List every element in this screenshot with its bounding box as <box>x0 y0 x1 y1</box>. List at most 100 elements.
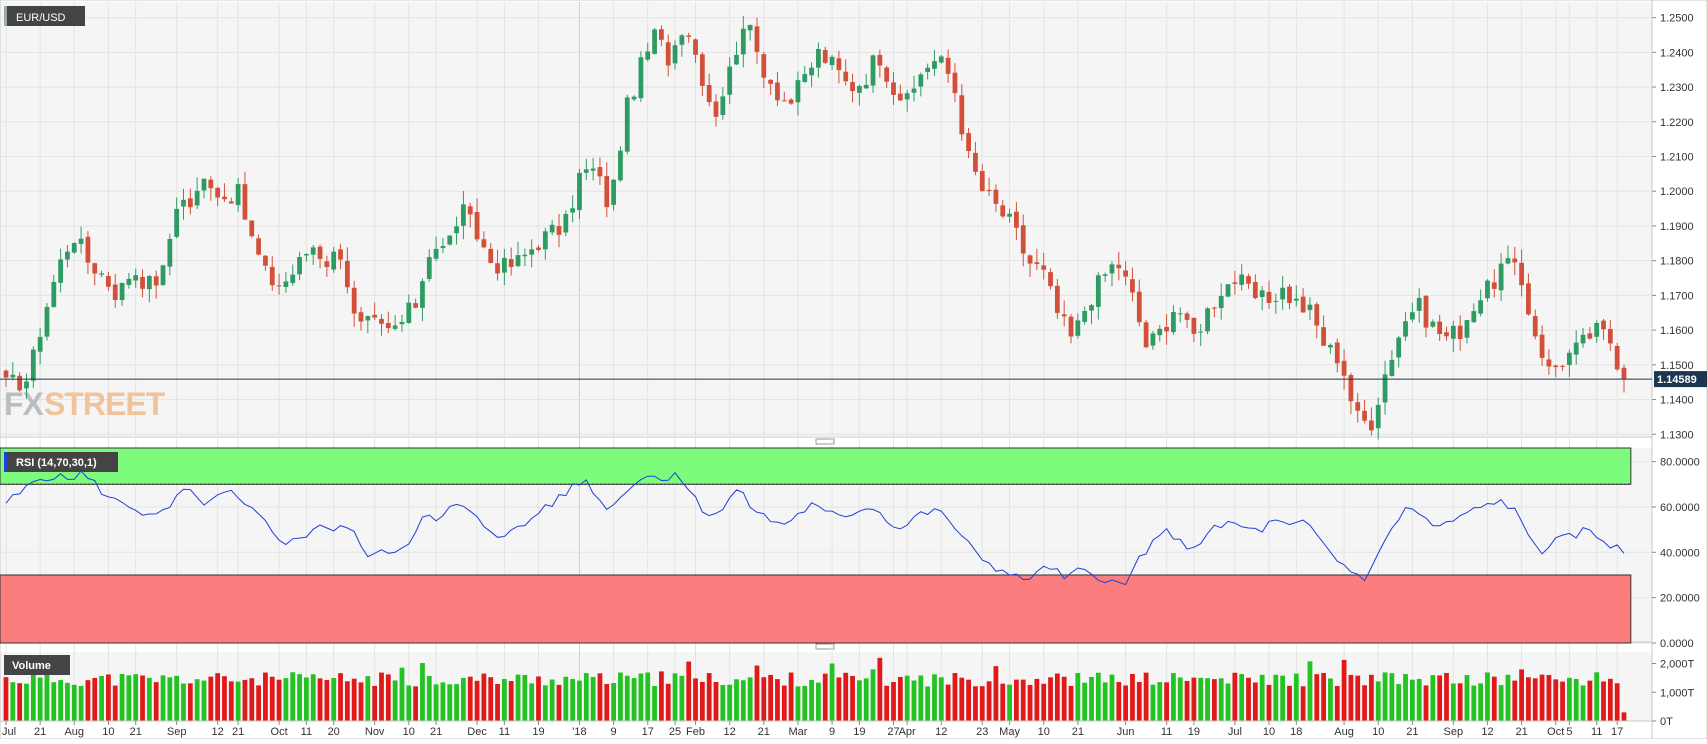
candle-down <box>1061 314 1067 317</box>
volume-bar <box>242 679 248 721</box>
volume-bar <box>1014 679 1019 721</box>
candle-down <box>112 284 118 300</box>
candle-up <box>911 88 917 93</box>
candle-up <box>1089 305 1094 311</box>
volume-bar <box>563 676 569 721</box>
volume-bar <box>1553 679 1559 721</box>
volume-bar <box>604 683 610 721</box>
volume-bar <box>92 677 98 721</box>
candle-down <box>1560 365 1565 367</box>
volume-bar <box>802 685 808 721</box>
candle-up <box>1157 328 1163 336</box>
price-tick-label: 1.1500 <box>1660 360 1694 372</box>
candle-down <box>106 275 111 287</box>
candle-up <box>10 374 16 378</box>
candle-down <box>263 255 268 266</box>
candle-up <box>529 249 535 255</box>
candle-up <box>1075 320 1081 336</box>
volume-tick-label: 2,000T <box>1660 659 1695 671</box>
volume-bar <box>1205 678 1210 721</box>
volume-bar <box>167 677 173 721</box>
volume-bar <box>1526 677 1531 721</box>
candle-up <box>406 302 412 324</box>
x-tick-label: Aug <box>64 726 84 738</box>
volume-bar <box>1389 673 1395 721</box>
volume-bar <box>720 685 726 721</box>
candle-up <box>925 67 931 72</box>
candle-down <box>699 54 705 86</box>
candle-up <box>447 235 453 245</box>
volume-bar <box>30 674 36 721</box>
candle-up <box>174 208 180 237</box>
volume-bar <box>870 669 876 721</box>
volume-bar <box>1068 685 1074 721</box>
volume-bar <box>215 673 221 721</box>
candle-up <box>1389 359 1395 376</box>
x-tick-label: 10 <box>1038 726 1050 738</box>
candle-down <box>1512 258 1518 263</box>
candle-down <box>1027 255 1033 264</box>
volume-bar <box>918 675 924 721</box>
x-tick-label: Oct <box>1547 726 1564 738</box>
candle-down <box>1143 322 1149 348</box>
volume-bar <box>1130 673 1135 721</box>
volume-bar <box>529 683 535 721</box>
volume-bar <box>747 677 753 721</box>
volume-bar <box>850 675 855 721</box>
volume-bar <box>433 684 439 721</box>
volume-tag-bg <box>4 655 70 675</box>
rsi-oversold-band <box>0 574 1632 644</box>
volume-bar <box>126 675 132 721</box>
candle-down <box>973 152 978 172</box>
candle-down <box>1457 325 1463 340</box>
volume-bar <box>1095 672 1101 721</box>
volume-bar <box>1136 682 1142 721</box>
x-tick-label: Feb <box>686 726 705 738</box>
volume-bar <box>911 680 917 721</box>
candle-up <box>399 321 405 325</box>
x-tick-label: 19 <box>1188 726 1200 738</box>
volume-bar <box>1020 679 1026 721</box>
volume-bar <box>986 681 992 721</box>
volume-bar <box>99 675 104 721</box>
candle-up <box>932 61 937 69</box>
volume-bar <box>754 665 760 721</box>
candle-down <box>358 312 364 322</box>
volume-bar <box>235 681 241 721</box>
x-tick-label: 21 <box>758 726 770 738</box>
volume-bar <box>734 679 739 721</box>
candle-down <box>1334 342 1340 364</box>
volume-bar <box>1280 675 1286 721</box>
volume-bar <box>1430 675 1436 721</box>
x-tick-label: 21 <box>1072 726 1084 738</box>
volume-bar <box>1607 678 1613 721</box>
volume-bar <box>829 663 835 721</box>
volume-bar <box>556 684 562 721</box>
volume-bar <box>775 679 780 721</box>
x-tick-label: Aug <box>1334 726 1354 738</box>
candle-up <box>1382 374 1388 403</box>
candle-up <box>870 55 876 86</box>
candle-up <box>365 316 371 321</box>
rsi-tick-label: 0.0000 <box>1660 638 1694 650</box>
candle-up <box>727 66 733 95</box>
volume-bar <box>1061 676 1067 721</box>
volume-bar <box>160 675 166 721</box>
volume-bar <box>1075 673 1081 721</box>
volume-bar <box>945 684 951 721</box>
x-tick-label: 5 <box>1566 726 1572 738</box>
candle-down <box>597 167 603 177</box>
candle-up <box>563 213 569 233</box>
candle-up <box>1430 321 1436 327</box>
candle-up <box>1505 258 1511 264</box>
candle-down <box>952 72 958 94</box>
candle-up <box>440 246 446 249</box>
candle-up <box>645 51 651 60</box>
rsi-tick-label: 40.0000 <box>1660 547 1700 559</box>
volume-bar <box>727 684 733 721</box>
volume-bar <box>1273 674 1279 721</box>
x-tick-label: 11 <box>1591 726 1602 738</box>
symbol-tag-marker <box>4 6 7 26</box>
candle-up <box>235 184 241 206</box>
volume-bar <box>133 674 139 721</box>
